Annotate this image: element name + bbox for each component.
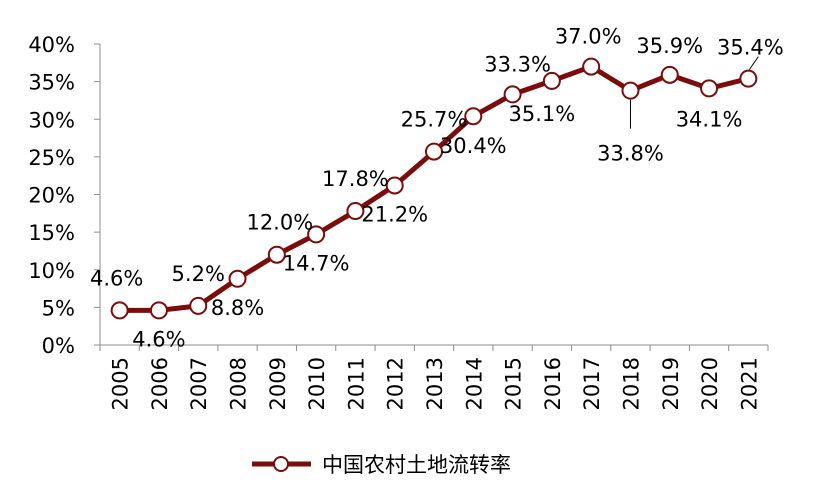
data-point xyxy=(464,107,483,126)
x-tick-label: 2010 xyxy=(305,357,329,410)
x-tick-label: 2006 xyxy=(148,357,172,410)
x-axis-ticks: 2005 2006 2007 2008 2009 2010 2011 2012 2013 2014… xyxy=(99,345,769,410)
y-tick-label: 40% xyxy=(28,33,75,57)
x-tick-label: 2020 xyxy=(698,357,722,410)
y-tick-label: 20% xyxy=(28,184,75,208)
y-tick-label: 5% xyxy=(42,296,75,320)
data-point xyxy=(189,296,208,315)
y-tick-label: 30% xyxy=(28,108,75,132)
x-tick-label: 2019 xyxy=(659,357,683,410)
y-tick-label: 25% xyxy=(28,146,75,170)
legend-label: 中国农村土地流转率 xyxy=(322,453,511,477)
data-label: 34.1% xyxy=(676,107,743,131)
series-group xyxy=(110,57,758,320)
data-label: 8.8% xyxy=(211,296,264,320)
x-tick-label: 2017 xyxy=(580,357,604,410)
data-label: 35.1% xyxy=(509,102,576,126)
x-tick-label: 2012 xyxy=(384,357,408,410)
data-point xyxy=(542,71,561,90)
data-point xyxy=(110,301,129,320)
data-point xyxy=(307,225,326,244)
data-label: 33.8% xyxy=(597,142,664,166)
data-labels: 4.6% 4.6% 5.2% 8.8% 12.0% 14.7% 17.8% 21.2% 25.7… xyxy=(90,25,784,352)
legend: 中国农村土地流转率 xyxy=(252,453,511,477)
data-point xyxy=(660,65,679,84)
x-tick-label: 2007 xyxy=(187,357,211,410)
x-tick-label: 2014 xyxy=(462,357,486,410)
y-tick-label: 15% xyxy=(28,221,75,245)
data-label: 21.2% xyxy=(361,202,428,226)
data-label: 25.7% xyxy=(401,108,468,132)
y-axis-ticks: 0% 5% 10% 15% 20% 25% 30% 35% 40% xyxy=(28,33,100,358)
data-point xyxy=(228,269,247,288)
x-tick-label: 2018 xyxy=(619,357,643,410)
y-tick-label: 35% xyxy=(28,71,75,95)
legend-marker xyxy=(273,456,289,472)
data-label: 35.4% xyxy=(717,36,784,60)
x-tick-label: 2011 xyxy=(344,357,368,410)
x-tick-label: 2013 xyxy=(423,357,447,410)
y-tick-label: 10% xyxy=(28,259,75,283)
data-label: 12.0% xyxy=(246,211,313,235)
data-label: 4.6% xyxy=(90,266,143,290)
data-point xyxy=(503,85,522,104)
data-label: 30.4% xyxy=(440,134,507,158)
data-point xyxy=(267,245,286,264)
data-label: 5.2% xyxy=(172,262,225,286)
data-point xyxy=(385,176,404,195)
x-tick-label: 2008 xyxy=(227,357,251,410)
data-label: 33.3% xyxy=(484,52,551,76)
label-leader-line xyxy=(748,56,759,70)
x-tick-label: 2009 xyxy=(266,357,290,410)
data-point xyxy=(425,142,443,161)
y-tick-label: 0% xyxy=(42,334,75,358)
x-tick-label: 2016 xyxy=(541,357,565,410)
data-label: 17.8% xyxy=(322,167,389,191)
x-tick-label: 2005 xyxy=(109,357,133,410)
data-point xyxy=(149,301,168,320)
data-label: 37.0% xyxy=(555,25,622,49)
data-label: 4.6% xyxy=(132,327,185,351)
data-point xyxy=(346,202,365,221)
data-label: 14.7% xyxy=(283,251,350,275)
x-tick-label: 2015 xyxy=(502,357,526,410)
data-point xyxy=(700,79,719,98)
data-label: 35.9% xyxy=(636,34,703,58)
data-point xyxy=(739,69,758,88)
x-tick-label: 2021 xyxy=(737,357,761,410)
data-point xyxy=(582,57,601,76)
data-point xyxy=(621,81,640,100)
